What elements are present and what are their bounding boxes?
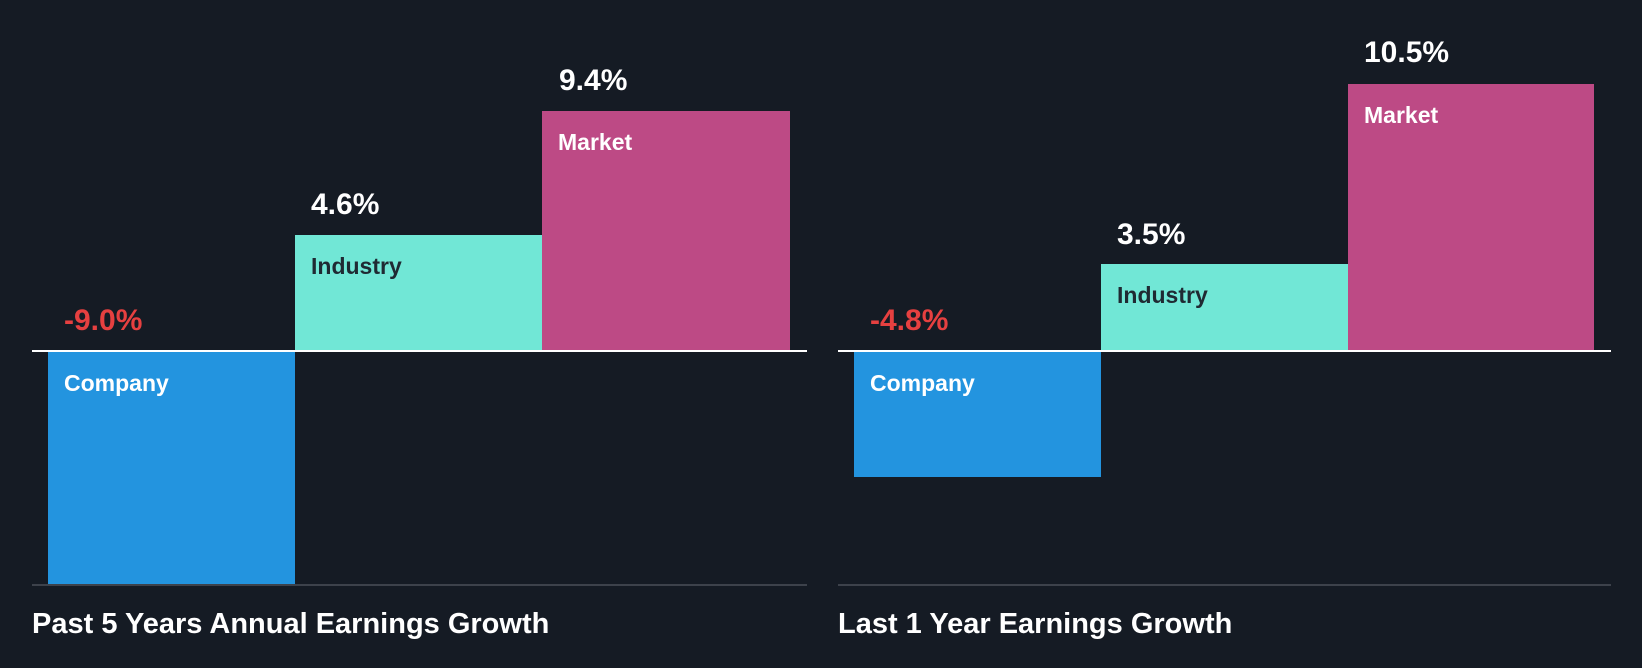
industry-bar-label: Industry xyxy=(1117,282,1208,308)
industry-value: 3.5% xyxy=(1117,218,1186,251)
company-bar: Company xyxy=(854,352,1101,477)
market-bar: Market xyxy=(1348,84,1594,351)
company-value: -4.8% xyxy=(870,304,949,337)
chart-title: Last 1 Year Earnings Growth xyxy=(838,608,1233,640)
market-bar-label: Market xyxy=(558,129,633,155)
company-bar: Company xyxy=(48,352,295,584)
company-value: -9.0% xyxy=(64,304,143,337)
market-bar: Market xyxy=(542,111,790,351)
company-bar-label: Company xyxy=(64,370,169,396)
baseline xyxy=(32,584,807,586)
zero-line xyxy=(32,350,807,352)
market-value: 9.4% xyxy=(559,64,628,97)
industry-bar-label: Industry xyxy=(311,253,402,279)
chart-past-5-years: -9.0% Company 4.6% Industry 9.4% Market … xyxy=(0,0,820,668)
industry-value: 4.6% xyxy=(311,188,380,221)
chart-title: Past 5 Years Annual Earnings Growth xyxy=(32,608,550,640)
zero-line xyxy=(838,350,1611,352)
baseline xyxy=(838,584,1611,586)
market-bar-label: Market xyxy=(1364,102,1439,128)
market-value: 10.5% xyxy=(1364,36,1450,69)
company-bar-label: Company xyxy=(870,370,975,396)
industry-bar: Industry xyxy=(1101,264,1348,351)
industry-bar: Industry xyxy=(295,235,542,351)
